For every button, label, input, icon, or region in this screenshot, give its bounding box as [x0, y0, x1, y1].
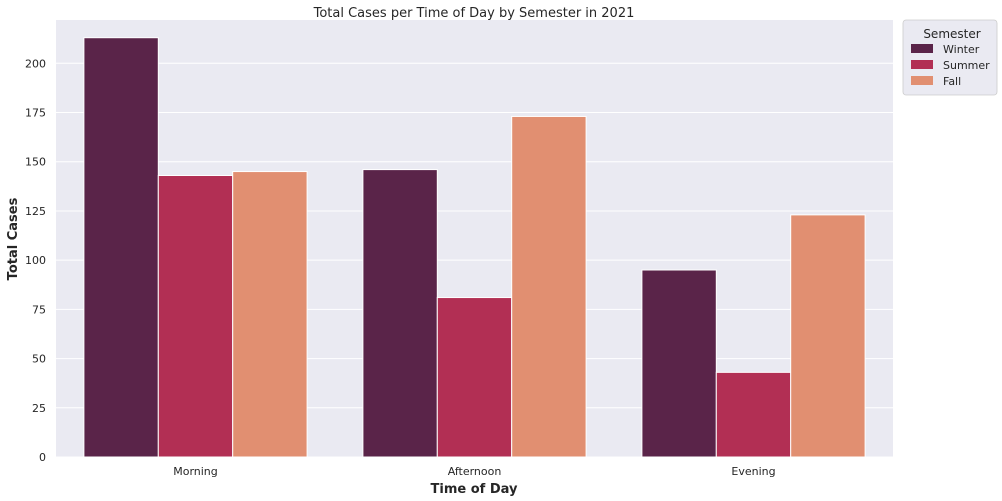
chart-title: Total Cases per Time of Day by Semester …: [313, 6, 635, 21]
legend-label: Summer: [943, 59, 990, 72]
bars: [83, 37, 866, 458]
legend: Semester Winter Summer Fall: [902, 19, 998, 96]
bar-winter-evening: [641, 269, 717, 458]
y-tick-label: 150: [25, 156, 46, 169]
x-tick-label: Morning: [173, 465, 218, 478]
y-tick-label: 0: [39, 451, 46, 464]
bar-fall-morning: [232, 171, 308, 458]
x-tick-labels: Morning Afternoon Evening: [173, 465, 775, 478]
y-tick-label: 125: [25, 205, 46, 218]
legend-label: Fall: [943, 75, 961, 88]
y-tick-label: 100: [25, 254, 46, 267]
bar-summer-afternoon: [436, 297, 513, 458]
bar-fall-afternoon: [511, 115, 587, 458]
y-tick-label: 25: [32, 402, 46, 415]
y-tick-label: 75: [32, 303, 46, 316]
legend-title: Semester: [923, 27, 980, 41]
bar-summer-morning: [157, 175, 234, 458]
y-tick-labels: 0 25 50 75 100 125 150 175 200: [25, 57, 46, 464]
bar-winter-morning: [83, 37, 159, 458]
bar-winter-afternoon: [362, 169, 438, 458]
bar-summer-evening: [715, 371, 792, 458]
x-tick-label: Afternoon: [448, 465, 502, 478]
y-tick-label: 200: [25, 57, 46, 70]
x-tick-label: Evening: [731, 465, 775, 478]
y-tick-label: 50: [32, 353, 46, 366]
bar-fall-evening: [790, 214, 866, 458]
legend-swatch: [911, 44, 933, 53]
legend-swatch: [911, 76, 933, 85]
x-axis-title: Time of Day: [431, 482, 518, 497]
legend-swatch: [911, 60, 933, 69]
legend-label: Winter: [943, 43, 980, 56]
y-tick-label: 175: [25, 107, 46, 120]
y-axis-title: Total Cases: [6, 197, 21, 280]
